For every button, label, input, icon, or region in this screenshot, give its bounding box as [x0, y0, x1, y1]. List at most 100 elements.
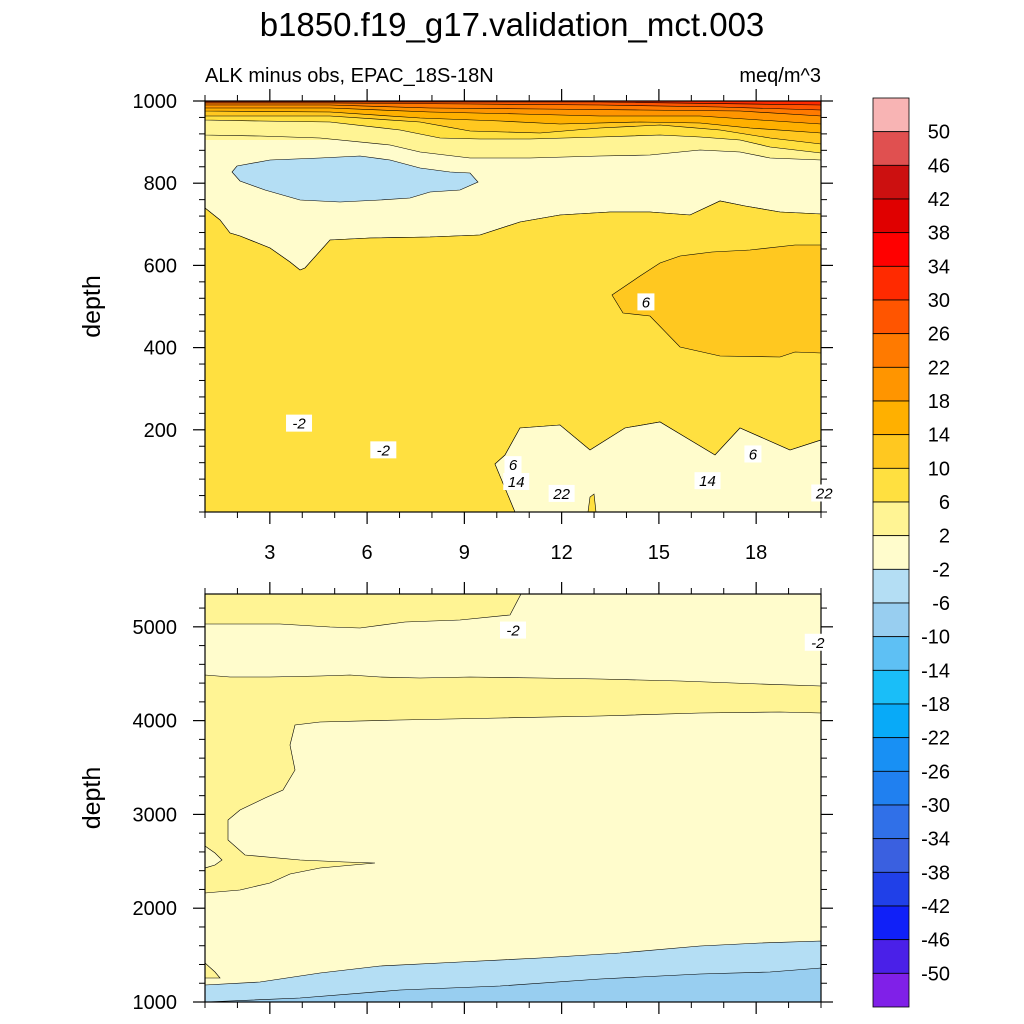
y-tick-label: 2000 [133, 898, 178, 920]
x-tick-label: 15 [648, 542, 670, 564]
colorbar-level-label: -46 [921, 930, 950, 952]
contour-label: 6 [504, 456, 522, 474]
colorbar-level-label: 10 [928, 458, 950, 480]
contour-label-text: -2 [292, 416, 306, 433]
x-tick-label: 3 [264, 542, 275, 564]
colorbar-swatch [872, 232, 910, 267]
y-axis-label: depth [78, 275, 106, 338]
colorbar-level-label: -18 [921, 694, 950, 716]
colorbar-swatch [872, 434, 910, 469]
chart-title: b1850.f19_g17.validation_mct.003 [260, 6, 765, 43]
contour-label: -2 [370, 441, 397, 459]
colorbar-swatch [872, 636, 910, 671]
colorbar-swatch [872, 703, 910, 739]
contour-label: 6 [637, 293, 655, 311]
colorbar-swatch [872, 905, 910, 941]
y-tick-label: 5000 [133, 617, 178, 639]
colorbar-swatch [872, 568, 910, 604]
contour-label: 22 [548, 484, 575, 503]
colorbar-swatch [872, 467, 910, 503]
y-axis-label: depth [78, 767, 106, 830]
plot-frame [204, 593, 822, 1003]
colorbar-swatch [872, 737, 910, 772]
colorbar-level-label: -30 [921, 795, 950, 817]
colorbar-level-label: -2 [932, 559, 950, 581]
y-tick-label: 1000 [133, 992, 178, 1014]
colorbar-swatch [872, 602, 910, 638]
contour-label-text: -2 [811, 635, 825, 652]
colorbar-level-label: 30 [928, 290, 950, 312]
colorbar-level-label: -34 [921, 829, 950, 851]
x-tick-label: 12 [551, 542, 573, 564]
colorbar-level-label: -38 [921, 862, 950, 884]
colorbar-level-label: 14 [928, 425, 950, 447]
colorbar-swatch [872, 131, 910, 166]
colorbar-level-label: 46 [928, 155, 950, 177]
contour-label-text: 6 [749, 446, 758, 463]
colorbar-swatch [872, 366, 910, 402]
colorbar-level-label: -50 [921, 963, 950, 985]
y-tick-label: 4000 [133, 711, 178, 733]
colorbar-swatch [872, 333, 910, 368]
contour-label-text: 22 [552, 486, 570, 503]
colorbar-level-label: -10 [921, 627, 950, 649]
colorbar-swatch [872, 97, 910, 133]
y-tick-label: 400 [144, 338, 177, 360]
colorbar-swatch [872, 265, 910, 301]
y-tick-label: 1000 [133, 91, 178, 113]
contour-label: 14 [694, 472, 721, 490]
colorbar-level-label: -6 [932, 593, 950, 615]
colorbar-level-label: 26 [928, 324, 950, 346]
contour-label: -2 [804, 633, 831, 652]
colorbar-level-label: 18 [928, 391, 950, 413]
colorbar-level-label: 38 [928, 223, 950, 245]
contour-label-text: -2 [506, 623, 520, 640]
y-tick-label: 200 [144, 420, 177, 442]
colorbar-swatch [872, 669, 910, 705]
contour-label-text: 6 [509, 457, 518, 474]
contour-label: -2 [500, 621, 526, 640]
contour-label-text: 6 [642, 294, 651, 311]
colorbar-swatch [872, 871, 910, 907]
colorbar-level-label: 50 [928, 122, 950, 144]
x-tick-label: 6 [362, 542, 373, 564]
contour-label: 22 [811, 484, 838, 503]
y-tick-label: 800 [144, 173, 177, 195]
colorbar-level-label: 34 [928, 256, 950, 278]
x-tick-label: 18 [745, 542, 767, 564]
lower-contour-panel: 1000 2000 3000 4000 5000 depth -2 -2 [78, 582, 833, 1014]
upper-contour-panel: 3 6 9 12 15 182004006008001000depth-2-2142261… [78, 89, 838, 564]
plot-frame [204, 100, 822, 513]
colorbar-level-label: 42 [928, 189, 950, 211]
x-tick-label: 9 [459, 542, 470, 564]
colorbar-level-label: -26 [921, 761, 950, 783]
colorbar-swatch [872, 164, 910, 200]
colorbar-swatch [872, 838, 910, 873]
colorbar-swatch [872, 400, 910, 436]
colorbar-level-label: -42 [921, 896, 950, 918]
contour-label-text: 14 [699, 473, 716, 490]
colorbar-level-label: 2 [939, 526, 950, 548]
colorbar-swatch [872, 939, 910, 974]
colorbar-swatch [872, 198, 910, 234]
chart-subtitle-left: ALK minus obs, EPAC_18S-18N [205, 65, 494, 87]
colorbar-level-label: -22 [921, 728, 950, 750]
colorbar-swatch [872, 299, 910, 335]
colorbar-swatch [872, 770, 910, 806]
contour-label-text: -2 [377, 442, 391, 459]
colorbar-level-label: 6 [939, 492, 950, 514]
contour-label-text: 22 [815, 486, 833, 503]
colorbar: 50 46 42 38 34 30 26 22 18 14 10 6 2 -2 -6 -10 -14 -18 -22… [872, 97, 950, 1008]
contour-label: -2 [286, 414, 313, 433]
contour-label: 6 [744, 445, 762, 463]
colorbar-level-label: 22 [928, 357, 950, 379]
y-tick-label: 3000 [133, 804, 178, 826]
contour-label-text: 14 [508, 474, 525, 491]
colorbar-swatch [872, 535, 910, 570]
y-tick-label: 600 [144, 255, 177, 277]
colorbar-swatch [872, 804, 910, 840]
colorbar-swatch [872, 501, 910, 537]
contour-label: 14 [503, 472, 530, 491]
colorbar-level-label: -14 [921, 660, 950, 682]
